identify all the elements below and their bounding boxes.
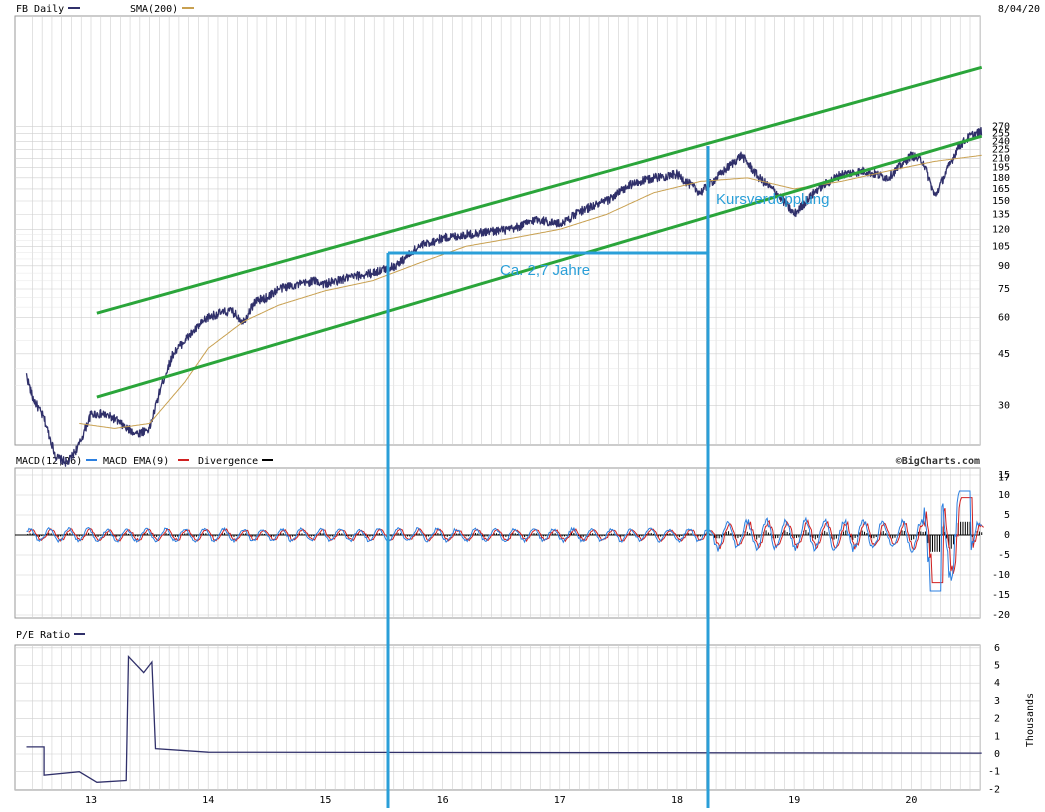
y-tick-label: 210 [992, 153, 1010, 164]
y-tick-label: -5 [998, 550, 1010, 561]
y-tick-label: 255 [992, 129, 1010, 140]
sma-legend-label: SMA(200) [130, 4, 178, 15]
macd-series [26, 490, 984, 592]
y-tick-label: 10 [998, 490, 1010, 501]
x-tick-label: 16 [437, 795, 449, 806]
y-tick-label: 5 [1004, 510, 1010, 521]
macd-grid [15, 468, 981, 618]
pe-grid [15, 645, 981, 790]
y-tick-label: 4 [994, 678, 1000, 689]
macd-panel: 15 10 5 0 -5 -10 -15 -20 [14, 467, 1010, 621]
y-tick-label: 195 [992, 163, 1010, 174]
y-tick-label: 2 [994, 714, 1000, 725]
chart-date: 8/04/20 [998, 4, 1040, 15]
y-tick-label: 180 [992, 173, 1010, 184]
duration-annotation: Ca. 2,7 Jahre [500, 262, 590, 279]
pe-unit-label: Thousands [1025, 693, 1036, 747]
y-tick-label: 1 [994, 731, 1000, 742]
y-tick-label: 90 [998, 261, 1010, 272]
price-grid [15, 16, 981, 478]
y-tick-label: 30 [998, 400, 1010, 411]
x-tick-label: 13 [85, 795, 97, 806]
x-tick-label: 14 [202, 795, 214, 806]
y-tick-label: 5 [994, 661, 1000, 672]
y-tick-label: 0 [994, 749, 1000, 760]
price-line [25, 126, 983, 467]
pe-legend-label: P/E Ratio [16, 630, 70, 641]
macd-legend-label: MACD(12,26) [16, 456, 82, 467]
annotation-layer [386, 146, 710, 808]
pe-line [26, 655, 982, 783]
pe-series [26, 655, 982, 783]
pe-panel: 6 5 4 3 2 1 0 -1 -2 Thousands [14, 643, 1036, 796]
y-tick-label: 45 [998, 349, 1010, 360]
y-tick-label: 150 [992, 196, 1010, 207]
doubling-annotation: Kursverdopplung [716, 191, 829, 208]
sma-line [79, 154, 982, 429]
channel-lower-line [96, 134, 983, 399]
macd-ema-legend-label: MACD EMA(9) [103, 456, 169, 467]
channel-upper-line [96, 65, 983, 315]
brand-label: ©BigCharts.com [896, 455, 980, 467]
y-tick-label: -15 [992, 590, 1010, 601]
x-axis: 13 14 15 16 17 18 19 20 [85, 795, 917, 806]
x-tick-label: 18 [671, 795, 683, 806]
y-tick-label: 270 [992, 121, 1010, 132]
y-tick-label: 105 [992, 241, 1010, 252]
macd-line [26, 490, 983, 592]
y-tick-label: 6 [994, 643, 1000, 654]
y-tick-label: 0 [1004, 530, 1010, 541]
price-series [25, 65, 983, 467]
y-tick-label: 17 [998, 472, 1010, 483]
x-tick-label: 19 [788, 795, 800, 806]
y-tick-label: -10 [992, 570, 1010, 581]
chart-title: FB Daily [16, 4, 64, 15]
y-tick-label: 225 [992, 145, 1010, 156]
divergence-legend-label: Divergence [198, 456, 258, 467]
y-tick-label: 3 [994, 696, 1000, 707]
x-tick-label: 17 [554, 795, 566, 806]
pe-panel-frame [14, 644, 981, 791]
macd-y-axis: 15 10 5 0 -5 -10 -15 -20 [992, 470, 1010, 621]
y-tick-label: 240 [992, 136, 1010, 147]
y-tick-label: -1 [988, 767, 1000, 778]
x-tick-label: 15 [319, 795, 331, 806]
x-tick-label: 20 [905, 795, 917, 806]
y-tick-label: 120 [992, 224, 1010, 235]
pe-y-axis: 6 5 4 3 2 1 0 -1 -2 [988, 643, 1000, 796]
y-tick-label: 60 [998, 312, 1010, 323]
y-tick-label: 165 [992, 184, 1010, 195]
y-tick-label: 15 [998, 470, 1010, 481]
y-tick-label: 135 [992, 209, 1010, 220]
macd-panel-frame [14, 467, 981, 619]
y-tick-label: -20 [992, 610, 1010, 621]
y-tick-label: 75 [998, 284, 1010, 295]
y-tick-label: -2 [988, 784, 1000, 795]
